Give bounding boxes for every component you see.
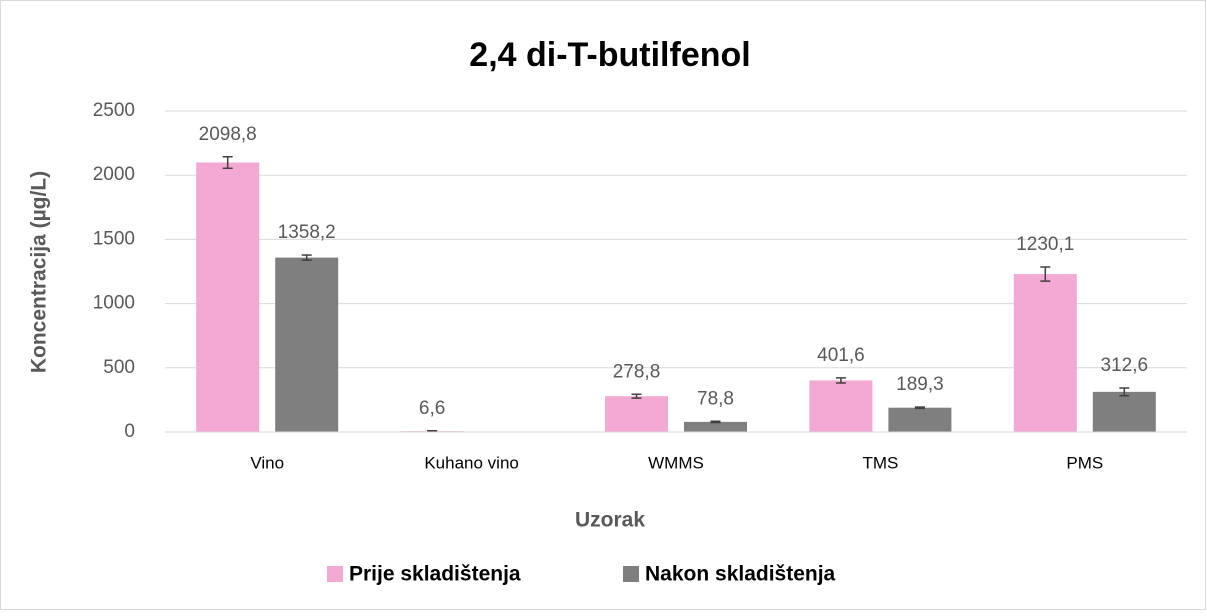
bar [1013,274,1077,432]
error-bar [710,420,721,424]
x-tick-label: WMMS [648,453,704,472]
x-tick-label: Vino [250,453,284,472]
data-label: 1358,2 [278,222,336,243]
y-tick-label: 2500 [93,100,135,121]
error-bar [914,406,925,410]
data-label: 78,8 [697,388,734,409]
error-bar [1119,387,1130,397]
x-tick-label: PMS [1066,453,1103,472]
y-tick-label: 500 [103,357,135,378]
bar [888,407,952,432]
data-label: 1230,1 [1016,234,1074,255]
legend-swatch [623,566,639,582]
error-bar [835,377,846,384]
data-label: 278,8 [613,361,661,382]
error-bar [631,393,642,399]
y-tick-label: 0 [124,421,135,442]
legend-label: Prije skladištenja [349,563,521,586]
y-axis-label: Koncentracija (µg/L) [28,171,51,373]
error-bar [1040,266,1051,282]
bar [196,162,260,432]
y-tick-label: 1000 [93,293,135,314]
bar [809,380,873,432]
bar [605,396,668,432]
x-axis-label: Uzorak [575,509,645,532]
error-bar [427,430,438,433]
x-tick-label: TMS [862,453,898,472]
bar [275,257,339,432]
x-tick-label: Kuhano vino [424,453,519,472]
data-label: 189,3 [896,374,944,395]
legend-label: Nakon skladištenja [645,563,836,586]
chart-title: 2,4 di-T-butilfenol [469,36,750,74]
y-tick-label: 2000 [93,164,135,185]
legend-swatch [327,566,343,582]
error-bar [222,155,233,170]
data-label: 2098,8 [199,124,257,145]
error-bar [301,254,312,261]
data-label: 401,6 [817,345,865,366]
data-label: 6,6 [419,398,445,419]
bar [1092,391,1156,432]
y-tick-label: 1500 [93,228,135,249]
bar [684,421,747,432]
data-label: 312,6 [1101,355,1149,376]
